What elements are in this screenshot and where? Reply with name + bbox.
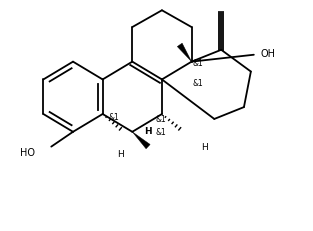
Text: OH: OH: [261, 49, 276, 58]
Text: H: H: [201, 143, 208, 152]
Text: &1: &1: [109, 113, 119, 122]
Text: H: H: [117, 149, 124, 158]
Text: &1: &1: [192, 79, 203, 88]
Text: H: H: [144, 127, 152, 136]
Text: &1: &1: [192, 59, 203, 68]
Polygon shape: [177, 44, 192, 62]
Polygon shape: [132, 132, 150, 149]
Text: &1: &1: [155, 128, 166, 137]
Text: HO: HO: [20, 147, 35, 157]
Text: &1: &1: [155, 115, 166, 124]
